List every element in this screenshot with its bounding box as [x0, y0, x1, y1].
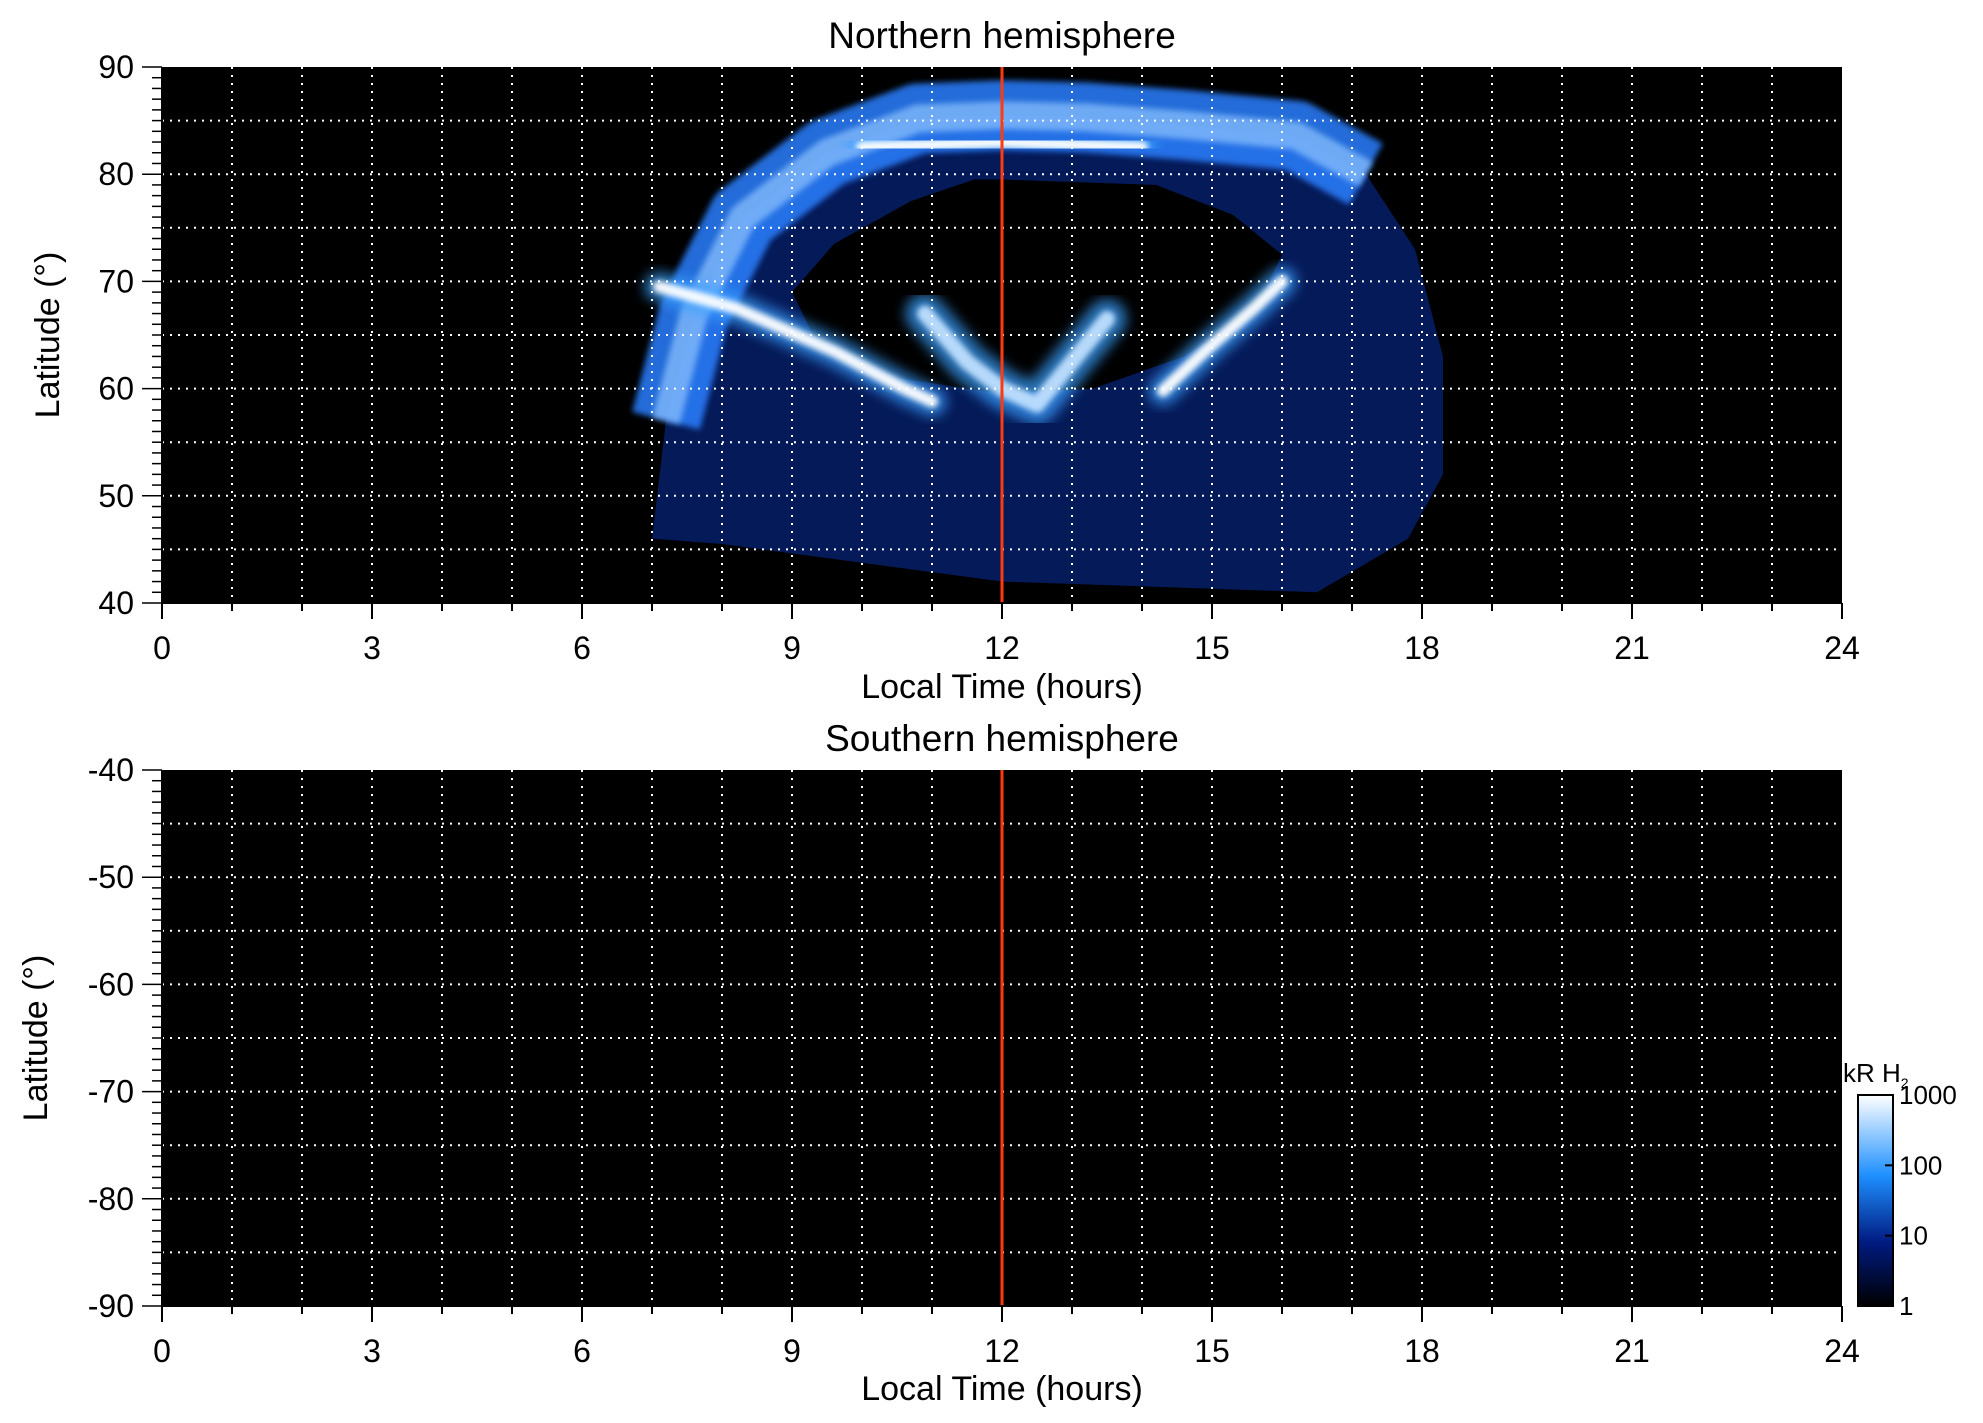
- y-tick-label: -60: [88, 966, 134, 1002]
- x-tick-label: 21: [1614, 1333, 1650, 1369]
- x-tick-label: 0: [153, 630, 171, 666]
- y-tick-label: -90: [88, 1288, 134, 1324]
- x-tick-label: 9: [783, 630, 801, 666]
- main-oval-core: [652, 101, 1373, 425]
- x-tick-label: 6: [573, 1333, 591, 1369]
- polar-cap-region: [792, 179, 1282, 394]
- x-tick-label: 12: [984, 1333, 1020, 1369]
- x-tick-label: 12: [984, 630, 1020, 666]
- y-tick-label: -70: [88, 1074, 134, 1110]
- x-axis-label: Local Time (hours): [861, 668, 1143, 706]
- x-tick-label: 18: [1404, 1333, 1440, 1369]
- northern-hemisphere-panel: Northern hemisphere 0 3 6 9 12 15 18 21 24 40 50 60…: [29, 15, 1860, 706]
- colorbar-label: kR H2: [1843, 1058, 1909, 1091]
- colorbar-tick-label: 1: [1899, 1291, 1913, 1321]
- x-tick-label: 15: [1194, 1333, 1230, 1369]
- axes: 0 3 6 9 12 15 18 21 24 -40 -50 -60 -70 -80 -90: [88, 752, 1860, 1369]
- aurora-feature-dawn-arc: [653, 280, 938, 408]
- x-tick-label: 15: [1194, 630, 1230, 666]
- y-tick-label: 90: [98, 49, 134, 85]
- colorbar-tick-label: 1000: [1899, 1080, 1957, 1110]
- x-axis-label: Local Time (hours): [861, 1370, 1143, 1408]
- colorbar-tick-label: 100: [1899, 1150, 1942, 1180]
- y-tick-label: -50: [88, 859, 134, 895]
- x-tick-label: 24: [1824, 1333, 1860, 1369]
- colorbar-gradient: [1857, 1094, 1894, 1307]
- x-tick-label: 9: [783, 1333, 801, 1369]
- x-tick-label: 3: [363, 1333, 381, 1369]
- x-tick-label: 6: [573, 630, 591, 666]
- y-tick-label: 40: [98, 585, 134, 621]
- x-tick-label: 3: [363, 630, 381, 666]
- axes: 0 3 6 9 12 15 18 21 24 40 50 60 70 80 90: [98, 49, 1859, 666]
- x-tick-label: 0: [153, 1333, 171, 1369]
- y-axis-label: Latitude (°): [17, 955, 55, 1122]
- x-tick-label: 21: [1614, 630, 1650, 666]
- x-tick-label: 18: [1404, 630, 1440, 666]
- y-tick-label: 50: [98, 478, 134, 514]
- colorbar-ticks: 1 10 100 1000: [1885, 1080, 1957, 1321]
- colorbar: kR H2 1 10 100 1000: [1843, 1058, 1957, 1321]
- chart-title: Southern hemisphere: [825, 718, 1179, 759]
- colorbar-tick-label: 10: [1899, 1221, 1928, 1251]
- y-tick-label: 60: [98, 371, 134, 407]
- x-tick-label: 24: [1824, 630, 1860, 666]
- y-axis-label: Latitude (°): [29, 252, 67, 419]
- aurora-emission: [632, 80, 1443, 593]
- y-tick-label: 70: [98, 263, 134, 299]
- aurora-feature-noon-emission: [917, 305, 1115, 413]
- y-tick-label: -40: [88, 752, 134, 788]
- southern-hemisphere-panel: Southern hemisphere 0 3 6 9 12 15 18 21 24 -40 -50…: [17, 718, 1860, 1408]
- chart-title: Northern hemisphere: [828, 15, 1176, 56]
- aurora-feature-dusk-arc: [1157, 275, 1288, 397]
- y-tick-label: 80: [98, 156, 134, 192]
- y-tick-label: -80: [88, 1181, 134, 1217]
